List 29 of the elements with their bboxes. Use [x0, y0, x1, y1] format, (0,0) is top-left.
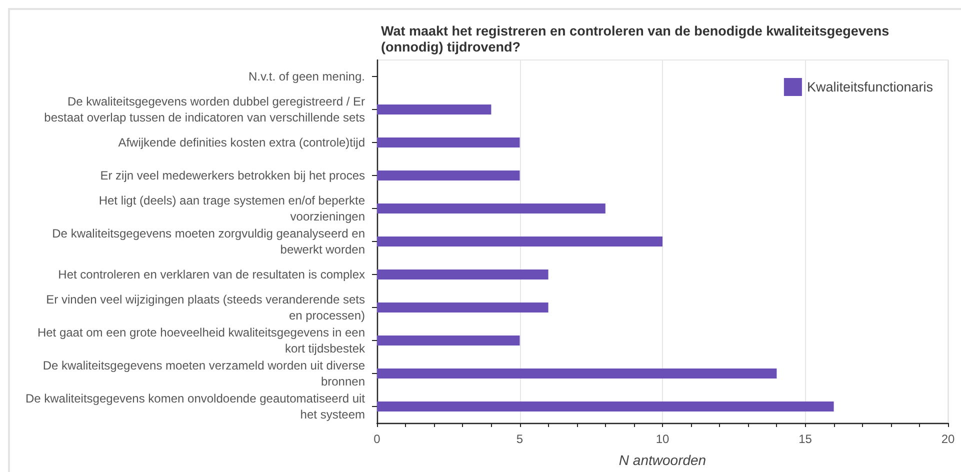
bar — [377, 104, 492, 114]
y-tick-label: De kwaliteitsgegevens moeten zorgvuldig geanalyseerd en bewerkt worden — [52, 226, 365, 256]
y-tick-label: De kwaliteitsgegevens worden dubbel geregistreerd / Er bestaat overlap tussen de indicatoren van verschillende sets — [44, 94, 365, 124]
bar — [377, 170, 520, 180]
bar — [377, 336, 520, 346]
x-tick-label: 0 — [374, 432, 381, 446]
y-tick-label: Er vinden veel wijzigingen plaats (steeds veranderende sets en processen) — [46, 292, 365, 322]
x-tick-label: 10 — [656, 432, 670, 446]
bar — [377, 236, 662, 246]
x-tick-label: 5 — [516, 432, 524, 446]
x-axis-title: N antwoorden — [618, 452, 706, 468]
bar — [377, 402, 834, 412]
chart-title: Wat maakt het registreren en controleren van de benodigde kwaliteitsgegevens (onnodig) tijdrovend? — [381, 24, 893, 54]
bar — [377, 204, 606, 214]
y-tick-label: Het controleren en verklaren van de resultaten is complex — [58, 268, 365, 282]
y-tick-label: Het ligt (deels) aan trage systemen en/of beperkte voorzieningen — [98, 194, 366, 224]
x-tick-label: 15 — [798, 432, 812, 446]
bar — [377, 270, 548, 280]
bar — [377, 302, 548, 312]
y-tick-label: De kwaliteitsgegevens komen onvoldoende geautomatiseerd uit het systeem — [25, 392, 366, 422]
legend-label: Kwaliteitsfunctionaris — [806, 80, 934, 94]
bar — [377, 368, 777, 378]
y-tick-label: Afwijkende definities kosten extra (controle)tijd — [118, 136, 365, 150]
y-tick-label: Er zijn veel medewerkers betrokken bij het proces — [100, 168, 365, 182]
bar — [377, 138, 520, 148]
y-tick-label: Het gaat om een grote hoeveelheid kwaliteitsgegevens in een kort tijdsbestek — [37, 326, 366, 356]
y-tick-label: N.v.t. of geen mening. — [248, 70, 365, 84]
x-tick-label: 20 — [941, 432, 955, 446]
y-tick-label: De kwaliteitsgegevens moeten verzameld worden uit diverse bronnen — [42, 358, 366, 388]
